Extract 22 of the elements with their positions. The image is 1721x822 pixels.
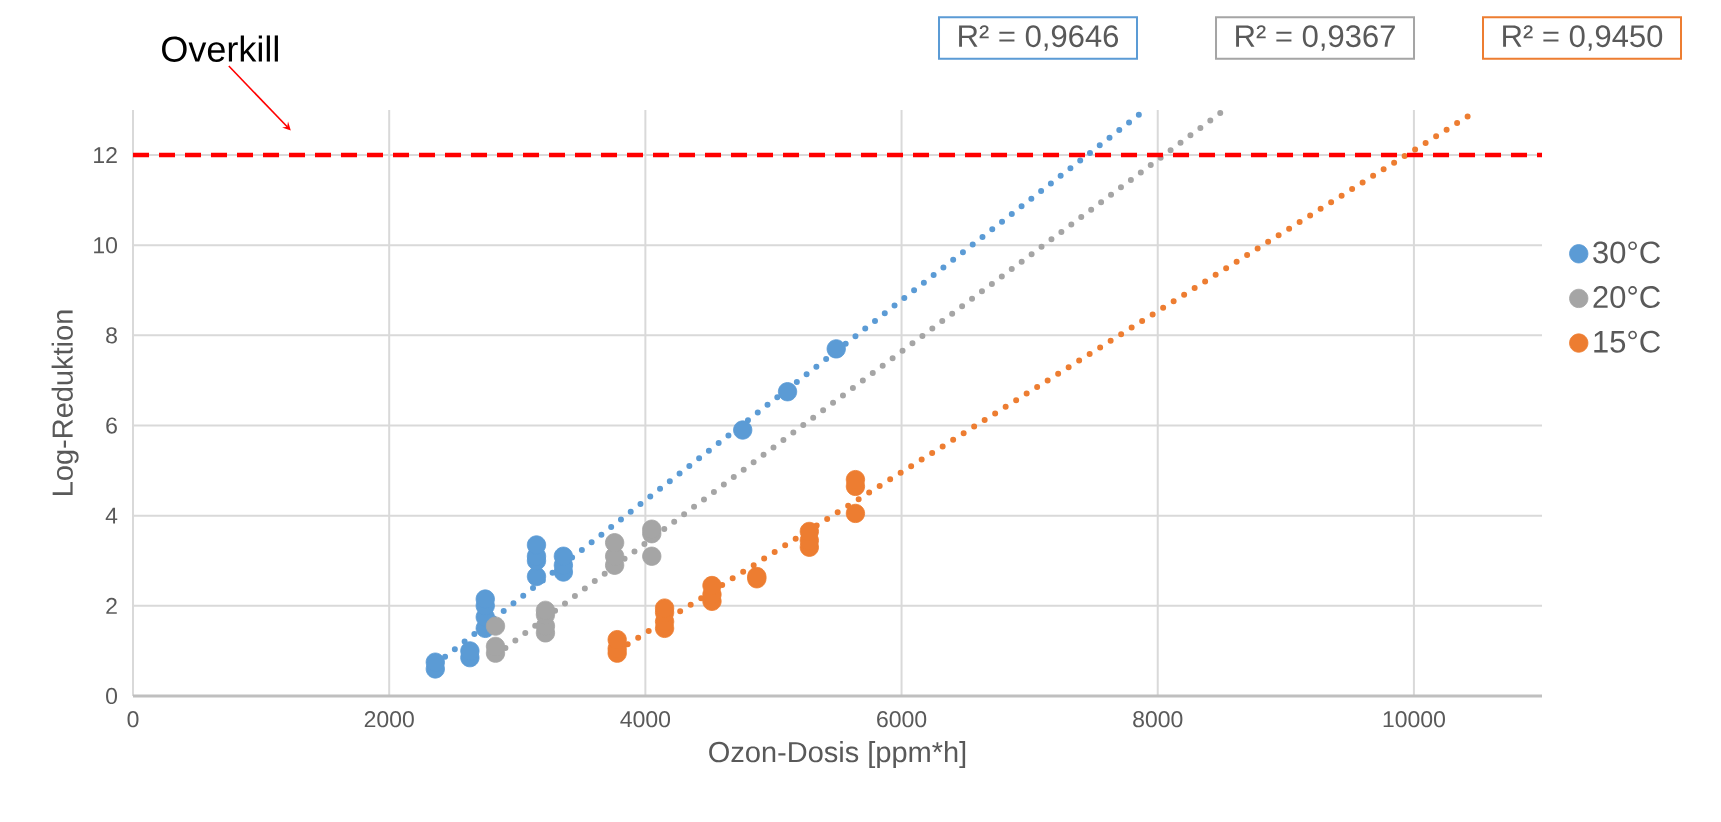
x-tick-label: 10000: [1383, 711, 1445, 728]
y-tick-label: 12: [94, 147, 117, 164]
legend-label: 20°C: [1593, 286, 1661, 309]
x-axis-title: Ozon-Dosis [ppm*h]: [709, 741, 966, 769]
x-tick-label: 6000: [877, 711, 927, 728]
legend-label: 30°C: [1593, 241, 1661, 264]
ref-line-label: Overkill: [162, 35, 278, 62]
legend-label: 15°C: [1594, 330, 1661, 353]
text: R² = 0,9450: [1503, 25, 1663, 51]
text: R² = 0,9646: [959, 25, 1119, 51]
y-tick-label: 8: [106, 327, 117, 344]
y-tick-label: 4: [105, 507, 118, 524]
x-tick-label: 4000: [620, 711, 671, 728]
x-tick-label: 0: [127, 711, 139, 728]
y-tick-label: 2: [106, 597, 117, 614]
x-tick-label: 8000: [1133, 711, 1183, 728]
y-tick-label: 10: [94, 237, 118, 254]
y-tick-label: 0: [106, 687, 118, 705]
x-tick-label: 2000: [364, 711, 414, 728]
text: R² = 0,9367: [1236, 25, 1395, 51]
y-tick-label: 6: [106, 417, 117, 434]
y-axis-title: Log-Reduktion: [51, 310, 79, 495]
